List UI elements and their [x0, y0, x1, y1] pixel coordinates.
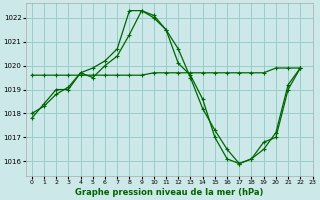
- X-axis label: Graphe pression niveau de la mer (hPa): Graphe pression niveau de la mer (hPa): [75, 188, 263, 197]
